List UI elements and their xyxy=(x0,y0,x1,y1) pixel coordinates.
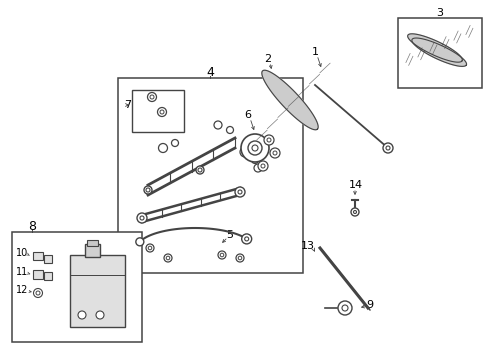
Circle shape xyxy=(148,246,151,250)
Circle shape xyxy=(238,190,242,194)
Circle shape xyxy=(220,253,224,257)
Circle shape xyxy=(272,151,276,155)
Bar xyxy=(44,255,52,263)
Bar xyxy=(85,244,100,257)
Polygon shape xyxy=(411,38,466,66)
Polygon shape xyxy=(261,70,318,130)
Text: 4: 4 xyxy=(205,67,214,80)
Circle shape xyxy=(226,126,233,134)
Bar xyxy=(397,18,481,88)
Circle shape xyxy=(146,188,150,192)
Circle shape xyxy=(236,254,244,262)
Bar xyxy=(12,232,142,342)
Text: 10: 10 xyxy=(16,248,28,258)
Circle shape xyxy=(157,108,166,117)
Text: 2: 2 xyxy=(264,54,271,64)
Circle shape xyxy=(350,208,358,216)
Circle shape xyxy=(158,144,167,153)
Bar xyxy=(132,90,183,132)
Circle shape xyxy=(143,186,152,194)
Circle shape xyxy=(218,251,225,259)
Text: 5: 5 xyxy=(226,230,233,240)
Circle shape xyxy=(261,164,264,168)
Circle shape xyxy=(235,187,244,197)
Text: 14: 14 xyxy=(348,180,362,190)
Bar xyxy=(33,252,43,260)
Polygon shape xyxy=(407,34,461,62)
Circle shape xyxy=(160,110,163,114)
Text: 6: 6 xyxy=(244,110,251,120)
Circle shape xyxy=(258,161,267,171)
Bar xyxy=(44,272,52,280)
Circle shape xyxy=(150,95,154,99)
Circle shape xyxy=(163,254,172,262)
Circle shape xyxy=(247,141,262,155)
Bar xyxy=(70,255,125,327)
Circle shape xyxy=(264,135,273,145)
Text: 3: 3 xyxy=(436,8,443,18)
Text: 8: 8 xyxy=(28,220,36,234)
Circle shape xyxy=(385,146,389,150)
Circle shape xyxy=(353,211,356,213)
Circle shape xyxy=(36,291,40,295)
Circle shape xyxy=(136,238,143,246)
Bar xyxy=(33,270,43,279)
Bar xyxy=(87,240,98,246)
Text: 12: 12 xyxy=(16,285,28,295)
Circle shape xyxy=(341,305,347,311)
Circle shape xyxy=(147,93,156,102)
Circle shape xyxy=(146,244,154,252)
Circle shape xyxy=(198,168,202,172)
Circle shape xyxy=(337,301,351,315)
Circle shape xyxy=(251,145,258,151)
Circle shape xyxy=(382,143,392,153)
Text: 7: 7 xyxy=(124,100,131,110)
Circle shape xyxy=(240,147,249,157)
Circle shape xyxy=(253,164,262,172)
Circle shape xyxy=(140,216,143,220)
Circle shape xyxy=(266,138,270,142)
Circle shape xyxy=(34,288,42,297)
Circle shape xyxy=(251,157,258,163)
Bar xyxy=(118,78,303,273)
Text: 1: 1 xyxy=(311,47,318,57)
Circle shape xyxy=(96,311,104,319)
Circle shape xyxy=(196,166,203,174)
Circle shape xyxy=(238,256,241,260)
Circle shape xyxy=(171,139,178,147)
Circle shape xyxy=(269,148,280,158)
Circle shape xyxy=(241,134,268,162)
Circle shape xyxy=(137,213,147,223)
Circle shape xyxy=(241,234,251,244)
Circle shape xyxy=(166,256,169,260)
Text: 13: 13 xyxy=(301,241,314,251)
Circle shape xyxy=(78,311,86,319)
Text: 9: 9 xyxy=(366,300,373,310)
Circle shape xyxy=(214,121,222,129)
Circle shape xyxy=(244,237,248,241)
Text: 11: 11 xyxy=(16,267,28,277)
